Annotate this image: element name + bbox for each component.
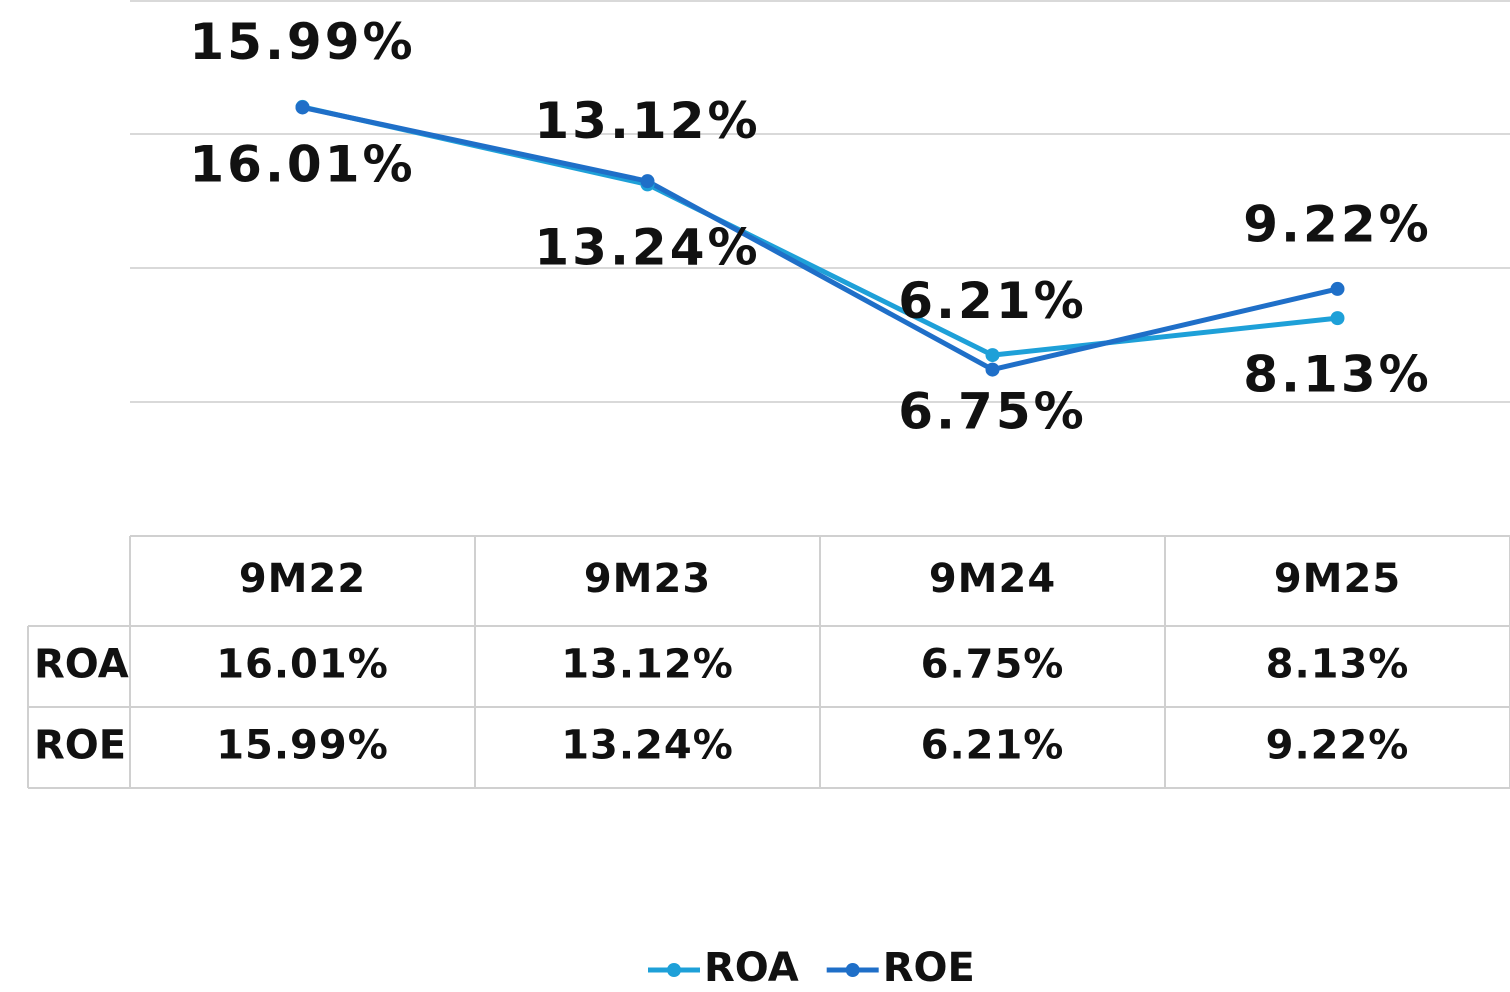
point [985,348,1000,363]
table-cell: 6.75% [921,642,1065,688]
point [640,174,655,189]
table-header: 9M23 [584,556,711,602]
table-header: 9M25 [1274,556,1401,602]
point [1330,311,1345,326]
table-cell: 16.01% [216,642,389,688]
table-header: 9M24 [929,556,1056,602]
series-line [301,105,1339,373]
legend-marker [667,963,681,977]
data-label: 13.12% [534,92,760,150]
data-label: 15.99% [189,13,415,71]
legend-marker [845,963,860,977]
table-cell: 15.99% [216,723,389,769]
table-row-label: ROA [34,642,129,688]
point [1330,281,1345,296]
data-label: 16.01% [189,135,415,193]
legend-label: ROE [883,945,975,991]
point [295,100,310,115]
data-label: 9.22% [1243,195,1431,253]
data-label: 8.13% [1243,346,1431,404]
series-line [301,104,1338,358]
table-cell: 9.22% [1266,723,1410,769]
table-row-label: ROE [34,723,126,769]
data-label: 13.24% [534,219,760,277]
table-cell: 6.21% [921,723,1065,769]
table-cell: 8.13% [1266,642,1410,688]
point [985,362,1000,377]
table-cell: 13.24% [561,723,734,769]
data-label: 6.21% [898,272,1086,330]
table-header: 9M22 [239,556,366,602]
legend-label: ROA [704,945,799,991]
data-label: 6.75% [898,383,1086,441]
table-cell: 13.12% [561,642,734,688]
